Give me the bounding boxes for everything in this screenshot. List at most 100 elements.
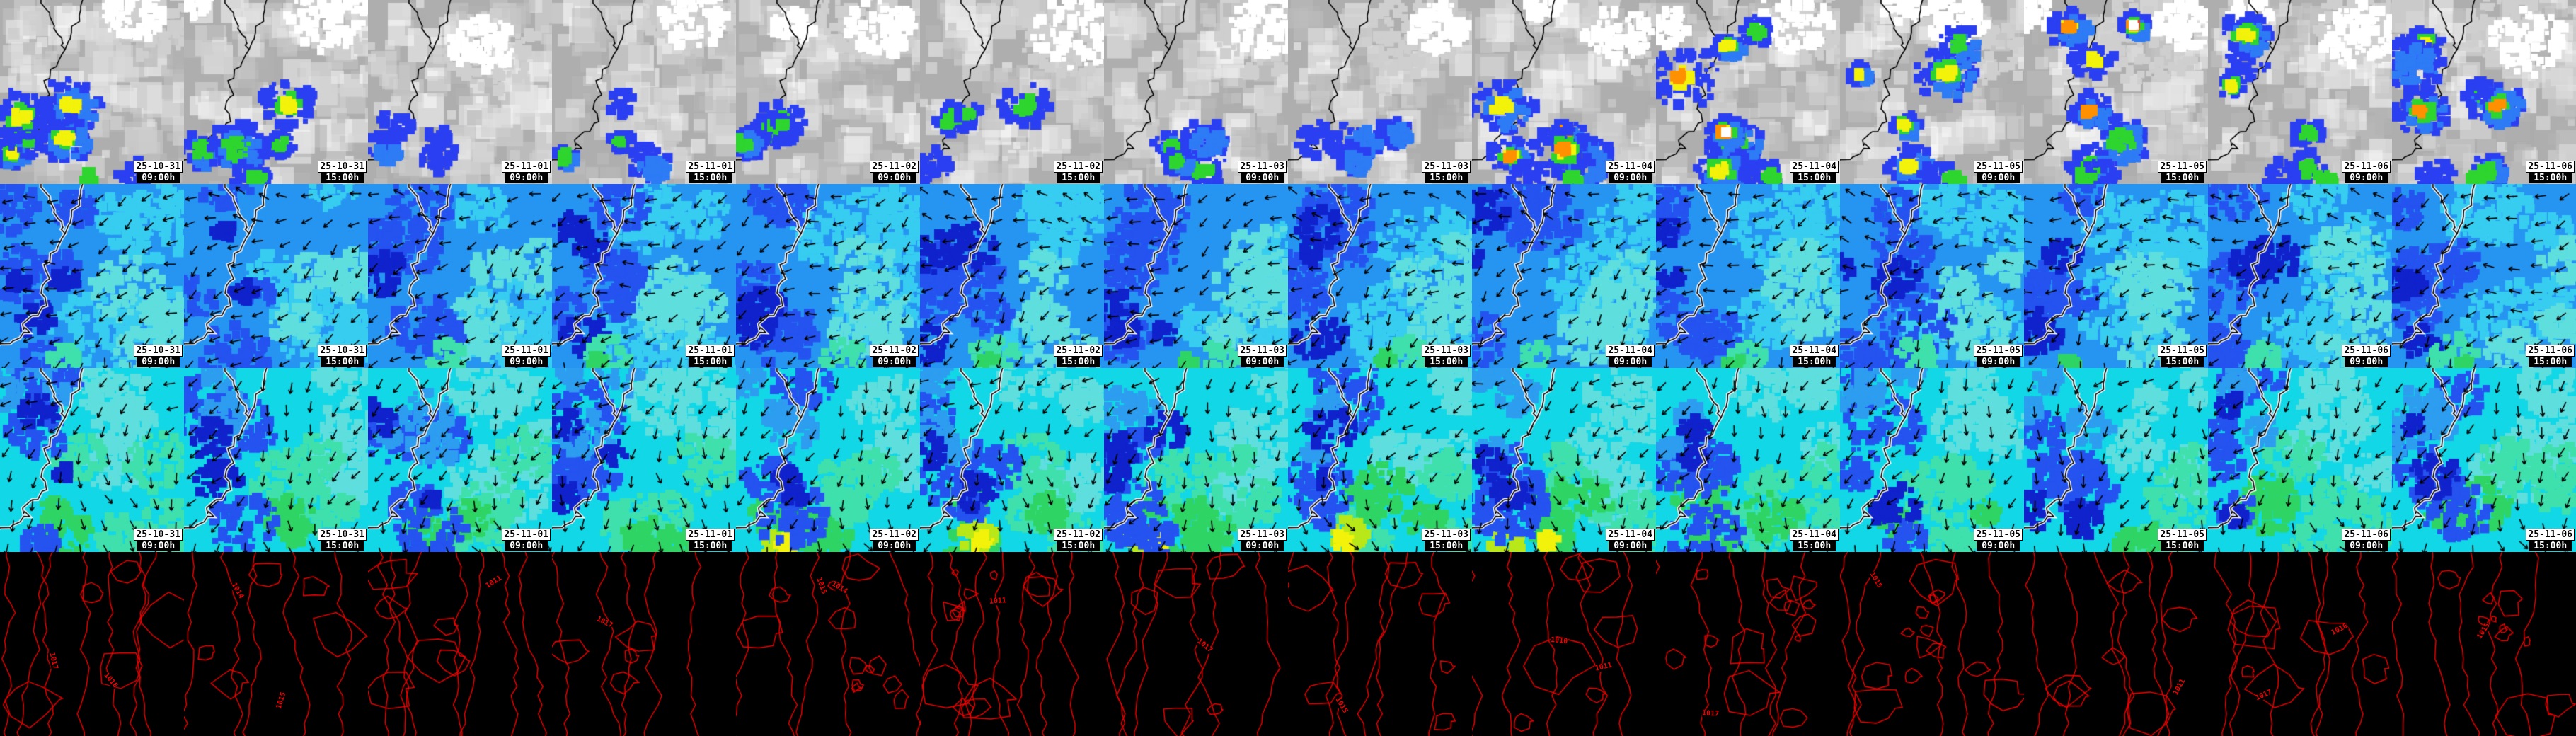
pressure-map-canvas (0, 552, 184, 736)
timestamp-label: 25-11-04 09:00h (1606, 529, 1655, 551)
time-label: 09:00h (1977, 357, 2020, 367)
panel-pressure-col12[interactable]: 1011 (2024, 552, 2208, 736)
panel-wind-cyan-col6[interactable]: 25-11-02 15:00h (920, 368, 1104, 552)
timestamp-label: 25-10-31 09:00h (134, 161, 183, 183)
panel-pressure-col10[interactable]: 1017 (1656, 552, 1840, 736)
panel-pressure-col3[interactable]: 1011 (368, 552, 552, 736)
panel-wind-cyan-col14[interactable]: 25-11-06 15:00h (2392, 368, 2576, 552)
timestamp-label: 25-11-02 15:00h (1054, 529, 1103, 551)
panel-wind-cyan-col1[interactable]: 25-10-31 09:00h (0, 368, 184, 552)
panel-wind-cyan-col8[interactable]: 25-11-03 15:00h (1288, 368, 1472, 552)
date-label: 25-11-01 (686, 529, 735, 541)
panel-satellite-col1[interactable]: 25-10-31 09:00h (0, 0, 184, 184)
time-label: 09:00h (505, 357, 548, 367)
panel-wind-cyan-col12[interactable]: 25-11-05 15:00h (2024, 368, 2208, 552)
timestamp-label: 25-11-03 15:00h (1422, 161, 1471, 183)
panel-satellite-col3[interactable]: 25-11-01 09:00h (368, 0, 552, 184)
timestamp-label: 25-11-04 15:00h (1790, 529, 1839, 551)
panel-wind-blue-col9[interactable]: 25-11-04 09:00h (1472, 184, 1656, 368)
panel-pressure-col6[interactable]: 1011 (920, 552, 1104, 736)
satellite-map-canvas (0, 0, 184, 184)
panel-pressure-col2[interactable]: 1015 1014 (184, 552, 368, 736)
time-label: 09:00h (505, 173, 548, 183)
panel-wind-cyan-col5[interactable]: 25-11-02 09:00h (736, 368, 920, 552)
panel-wind-blue-col13[interactable]: 25-11-06 09:00h (2208, 184, 2392, 368)
satellite-map-canvas (1840, 0, 2024, 184)
satellite-map-canvas (2024, 0, 2208, 184)
panel-pressure-col11[interactable]: 1015 (1840, 552, 2024, 736)
date-label: 25-11-03 (1238, 345, 1287, 357)
panel-pressure-col4[interactable]: 1017 (552, 552, 736, 736)
panel-satellite-col9[interactable]: 25-11-04 09:00h (1472, 0, 1656, 184)
panel-pressure-col14[interactable]: 1015 (2392, 552, 2576, 736)
timestamp-label: 25-11-05 15:00h (2158, 161, 2207, 183)
date-label: 25-11-02 (1054, 345, 1103, 357)
time-label: 15:00h (689, 541, 732, 551)
panel-satellite-col6[interactable]: 25-11-02 15:00h (920, 0, 1104, 184)
time-label: 09:00h (1241, 541, 1284, 551)
date-label: 25-11-02 (1054, 529, 1103, 541)
panel-wind-cyan-col7[interactable]: 25-11-03 09:00h (1104, 368, 1288, 552)
panel-satellite-col13[interactable]: 25-11-06 09:00h (2208, 0, 2392, 184)
time-label: 09:00h (1609, 173, 1652, 183)
panel-wind-blue-col14[interactable]: 25-11-06 15:00h (2392, 184, 2576, 368)
timestamp-label: 25-11-06 15:00h (2526, 529, 2575, 551)
panel-pressure-col7[interactable]: 1017 (1104, 552, 1288, 736)
date-label: 25-11-03 (1238, 161, 1287, 173)
time-label: 15:00h (2161, 541, 2204, 551)
timestamp-label: 25-11-04 15:00h (1790, 161, 1839, 183)
panel-pressure-col13[interactable]: 1017 1016 (2208, 552, 2392, 736)
time-label: 09:00h (1241, 357, 1284, 367)
wind-cyan-map-canvas (1656, 368, 1840, 552)
time-label: 15:00h (321, 357, 364, 367)
date-label: 25-11-04 (1790, 161, 1839, 173)
panel-wind-blue-col2[interactable]: 25-10-31 15:00h (184, 184, 368, 368)
timestamp-label: 25-11-06 09:00h (2342, 345, 2391, 367)
panel-satellite-col10[interactable]: 25-11-04 15:00h (1656, 0, 1840, 184)
panel-wind-blue-col12[interactable]: 25-11-05 15:00h (2024, 184, 2208, 368)
date-label: 25-11-03 (1422, 345, 1471, 357)
panel-wind-blue-col7[interactable]: 25-11-03 09:00h (1104, 184, 1288, 368)
pressure-map-canvas (920, 552, 1104, 736)
timestamp-label: 25-11-05 15:00h (2158, 345, 2207, 367)
panel-wind-cyan-col13[interactable]: 25-11-06 09:00h (2208, 368, 2392, 552)
panel-wind-cyan-col10[interactable]: 25-11-04 15:00h (1656, 368, 1840, 552)
panel-wind-cyan-col3[interactable]: 25-11-01 09:00h (368, 368, 552, 552)
panel-satellite-col4[interactable]: 25-11-01 15:00h (552, 0, 736, 184)
satellite-map-canvas (2392, 0, 2576, 184)
panel-satellite-col12[interactable]: 25-11-05 15:00h (2024, 0, 2208, 184)
panel-wind-blue-col10[interactable]: 25-11-04 15:00h (1656, 184, 1840, 368)
panel-satellite-col14[interactable]: 25-11-06 15:00h (2392, 0, 2576, 184)
panel-wind-cyan-col9[interactable]: 25-11-04 09:00h (1472, 368, 1656, 552)
panel-wind-blue-col1[interactable]: 25-10-31 09:00h (0, 184, 184, 368)
wind-blue-map-canvas (2392, 184, 2576, 368)
panel-wind-blue-col11[interactable]: 25-11-05 09:00h (1840, 184, 2024, 368)
panel-satellite-col5[interactable]: 25-11-02 09:00h (736, 0, 920, 184)
time-label: 15:00h (1425, 173, 1468, 183)
panel-wind-blue-col6[interactable]: 25-11-02 15:00h (920, 184, 1104, 368)
panel-wind-blue-col5[interactable]: 25-11-02 09:00h (736, 184, 920, 368)
time-label: 15:00h (1793, 357, 1836, 367)
date-label: 25-11-06 (2526, 345, 2575, 357)
panel-pressure-col9[interactable]: 1011 1010 (1472, 552, 1656, 736)
panel-satellite-col8[interactable]: 25-11-03 15:00h (1288, 0, 1472, 184)
panel-wind-cyan-col11[interactable]: 25-11-05 09:00h (1840, 368, 2024, 552)
panel-wind-blue-col8[interactable]: 25-11-03 15:00h (1288, 184, 1472, 368)
satellite-map-canvas (184, 0, 368, 184)
panel-satellite-col7[interactable]: 25-11-03 09:00h (1104, 0, 1288, 184)
timestamp-label: 25-11-01 09:00h (502, 345, 551, 367)
date-label: 25-11-05 (2158, 161, 2207, 173)
panel-satellite-col11[interactable]: 25-11-05 09:00h (1840, 0, 2024, 184)
panel-wind-cyan-col2[interactable]: 25-10-31 15:00h (184, 368, 368, 552)
time-label: 15:00h (321, 541, 364, 551)
time-label: 15:00h (1057, 357, 1100, 367)
panel-pressure-col5[interactable]: 1015 1014 (736, 552, 920, 736)
panel-pressure-col8[interactable]: 1015 (1288, 552, 1472, 736)
panel-wind-cyan-col4[interactable]: 25-11-01 15:00h (552, 368, 736, 552)
panel-satellite-col2[interactable]: 25-10-31 15:00h (184, 0, 368, 184)
panel-wind-blue-col3[interactable]: 25-11-01 09:00h (368, 184, 552, 368)
wind-blue-map-canvas (552, 184, 736, 368)
panel-pressure-col1[interactable]: 1017 1016 (0, 552, 184, 736)
time-label: 09:00h (2345, 357, 2388, 367)
panel-wind-blue-col4[interactable]: 25-11-01 15:00h (552, 184, 736, 368)
